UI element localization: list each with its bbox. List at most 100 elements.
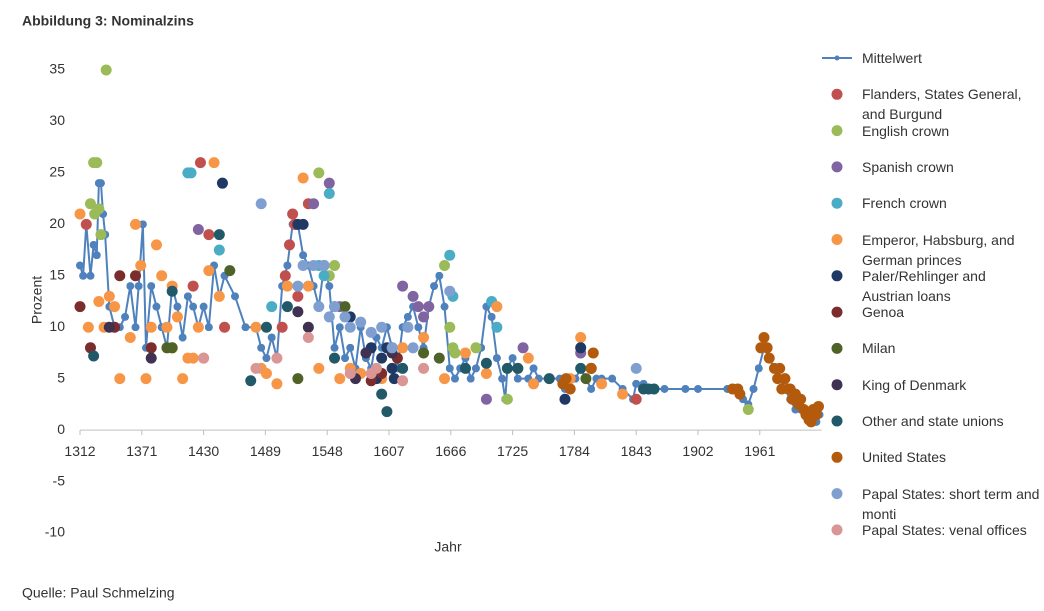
legend-swatch <box>834 55 840 61</box>
point <box>459 347 471 359</box>
point <box>491 321 503 333</box>
point <box>742 404 754 416</box>
y-tick-label: 25 <box>49 164 65 180</box>
mean-line <box>76 179 824 426</box>
point <box>88 350 100 362</box>
point <box>292 280 304 292</box>
point <box>444 321 456 333</box>
legend-label: Milan <box>862 340 896 357</box>
y-tick-label: 5 <box>57 369 65 385</box>
source: Quelle: Paul Schmelzing <box>22 585 175 601</box>
legend-swatch <box>831 161 843 173</box>
point <box>439 259 451 271</box>
point <box>91 157 103 169</box>
point <box>302 321 314 333</box>
point <box>145 321 157 333</box>
point <box>344 368 356 380</box>
point <box>74 301 86 313</box>
point <box>103 321 115 333</box>
x-tick-label: 1902 <box>682 443 713 459</box>
point <box>648 383 660 395</box>
point <box>93 296 105 307</box>
point <box>266 301 278 313</box>
point <box>198 352 210 364</box>
point <box>418 347 430 359</box>
point <box>161 321 173 333</box>
point <box>80 218 92 230</box>
legend-swatch <box>831 379 843 391</box>
point <box>386 362 398 374</box>
point <box>564 383 576 395</box>
point <box>517 342 529 354</box>
x-tick-label: 1607 <box>373 443 404 459</box>
legend-label: Paler/Rehlinger and Austrian loans <box>862 267 986 304</box>
legend-label: Papal States: venal offices <box>862 521 1027 538</box>
y-tick-label: 10 <box>49 318 65 334</box>
legend-label: French crown <box>862 195 947 212</box>
point <box>292 290 304 302</box>
point <box>596 378 608 390</box>
point <box>501 393 513 405</box>
point <box>444 249 456 261</box>
point <box>397 342 409 354</box>
point <box>543 373 555 385</box>
point <box>245 375 257 387</box>
point <box>287 208 299 220</box>
point <box>617 388 629 400</box>
point <box>334 373 346 385</box>
point <box>171 311 183 323</box>
point <box>329 352 341 364</box>
point <box>344 321 356 333</box>
x-tick-label: 1371 <box>126 443 157 459</box>
point <box>323 311 335 323</box>
point <box>166 285 178 297</box>
legend-swatch <box>831 451 843 463</box>
point <box>575 342 587 354</box>
point <box>292 306 304 318</box>
point <box>580 373 592 385</box>
point <box>224 265 236 277</box>
point <box>376 321 388 333</box>
point <box>192 223 204 235</box>
point <box>407 290 419 302</box>
point <box>779 373 791 385</box>
point <box>82 321 94 333</box>
point <box>271 352 283 364</box>
point <box>281 301 293 313</box>
point <box>763 352 775 364</box>
point <box>339 311 351 323</box>
legend-label: Emperor, Habsburg, and German princes <box>862 231 1015 268</box>
point <box>313 362 325 374</box>
chart-title: Abbildung 3: Nominalzins <box>22 13 194 29</box>
point <box>418 332 430 344</box>
point <box>271 378 283 390</box>
point <box>480 357 492 369</box>
point <box>177 373 189 385</box>
legend-swatch <box>831 88 843 100</box>
point <box>283 239 295 251</box>
point <box>156 270 168 282</box>
point <box>512 362 524 374</box>
point <box>388 373 400 385</box>
point <box>397 375 409 387</box>
point <box>734 388 746 400</box>
point <box>219 321 231 333</box>
point <box>213 290 225 302</box>
point <box>470 342 482 354</box>
x-tick-label: 1961 <box>744 443 775 459</box>
x-tick-label: 1725 <box>497 443 528 459</box>
point <box>418 311 430 323</box>
x-tick-label: 1666 <box>435 443 466 459</box>
point <box>480 368 492 380</box>
point <box>360 347 372 359</box>
point <box>439 373 451 385</box>
point <box>339 301 351 313</box>
point <box>213 244 225 256</box>
point <box>630 362 642 374</box>
point <box>313 301 325 313</box>
point <box>103 290 115 302</box>
point <box>397 280 409 292</box>
point <box>260 368 272 380</box>
point <box>109 301 121 313</box>
